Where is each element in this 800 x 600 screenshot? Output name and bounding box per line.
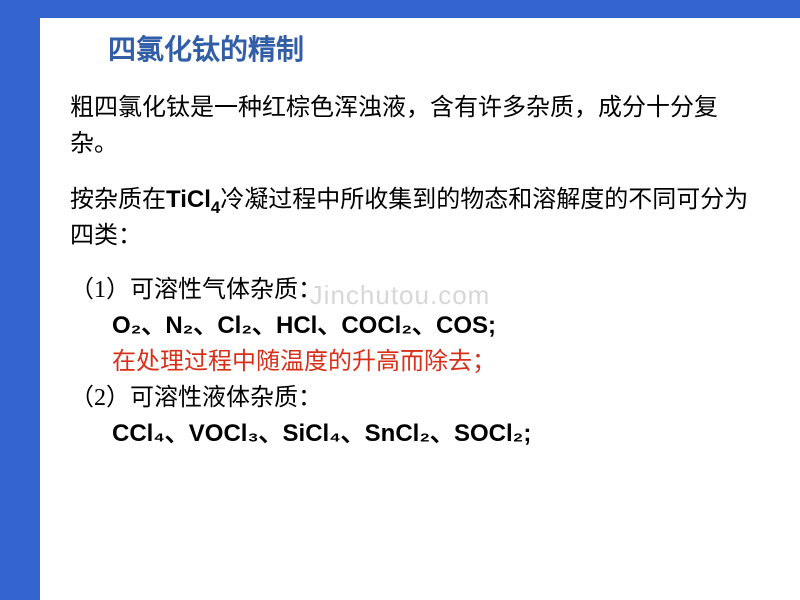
list: （1）可溶性气体杂质： O₂、N₂、Cl₂、HCl、COCl₂、COS; 在处理… <box>70 272 750 452</box>
p2-formula-base: TiCl <box>166 186 211 213</box>
content: 粗四氯化钛是一种红棕色浑浊液，含有许多杂质，成分十分复杂。 按杂质在TiCl4冷… <box>70 90 750 452</box>
topbar <box>0 0 800 18</box>
item2-label: （2）可溶性液体杂质： <box>70 380 750 416</box>
p2-formula-sub: 4 <box>211 198 220 217</box>
slide-title: 四氯化钛的精制 <box>108 28 304 68</box>
item1-label: （1）可溶性气体杂质： <box>70 272 750 308</box>
sidebar <box>0 0 40 600</box>
item1-red: 在处理过程中随温度的升高而除去； <box>70 344 750 380</box>
paragraph-2: 按杂质在TiCl4冷凝过程中所收集到的物态和溶解度的不同可分为四类： <box>70 182 750 254</box>
paragraph-1: 粗四氯化钛是一种红棕色浑浊液，含有许多杂质，成分十分复杂。 <box>70 90 750 162</box>
item1-chem: O₂、N₂、Cl₂、HCl、COCl₂、COS; <box>70 308 750 344</box>
item2-chem: CCl₄、VOCl₃、SiCl₄、SnCl₂、SOCl₂; <box>70 416 750 452</box>
p2-formula: TiCl4 <box>166 186 220 213</box>
slide: 四氯化钛的精制 Jinchutou.com 粗四氯化钛是一种红棕色浑浊液，含有许… <box>0 0 800 600</box>
p2-text-a: 按杂质在 <box>70 187 166 213</box>
